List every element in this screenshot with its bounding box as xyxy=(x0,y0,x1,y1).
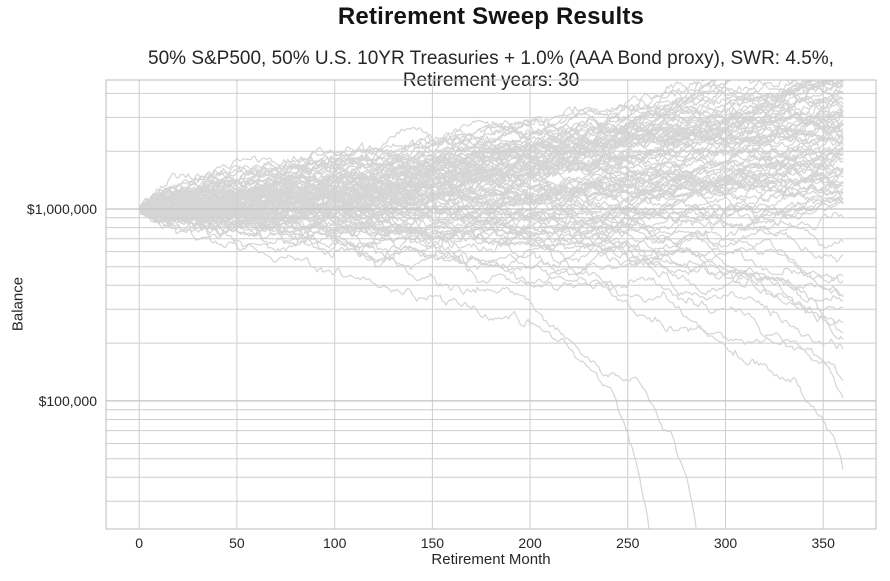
y-axis-label: Balance xyxy=(9,276,27,332)
x-tick-label: 200 xyxy=(518,535,542,551)
gridlines xyxy=(106,80,876,529)
simulation-path xyxy=(138,80,714,210)
simulation-path xyxy=(138,80,705,215)
x-tick-label: 0 xyxy=(135,535,143,551)
simulation-path xyxy=(138,204,844,470)
simulation-path xyxy=(138,201,697,529)
tick-labels: 0 50 100 150 200 250 300 350 $1,000,000 $100,000 xyxy=(27,201,835,551)
x-tick-label: 250 xyxy=(616,535,640,551)
chart-title: Retirement Sweep Results xyxy=(337,3,645,30)
x-tick-label: 50 xyxy=(229,535,245,551)
simulation-path xyxy=(138,205,650,529)
plot-border xyxy=(105,79,877,530)
x-tick-label: 350 xyxy=(812,535,836,551)
y-tick-label: $1,000,000 xyxy=(27,201,97,217)
simulation-paths xyxy=(138,80,844,529)
x-axis-label: Retirement Month xyxy=(431,551,551,568)
x-tick-label: 150 xyxy=(421,535,445,551)
y-tick-label: $100,000 xyxy=(39,393,98,409)
chart-subtitle: 50% S&P500, 50% U.S. 10YR Treasuries + 1… xyxy=(148,48,834,91)
x-tick-label: 100 xyxy=(323,535,347,551)
x-tick-label: 300 xyxy=(714,535,738,551)
